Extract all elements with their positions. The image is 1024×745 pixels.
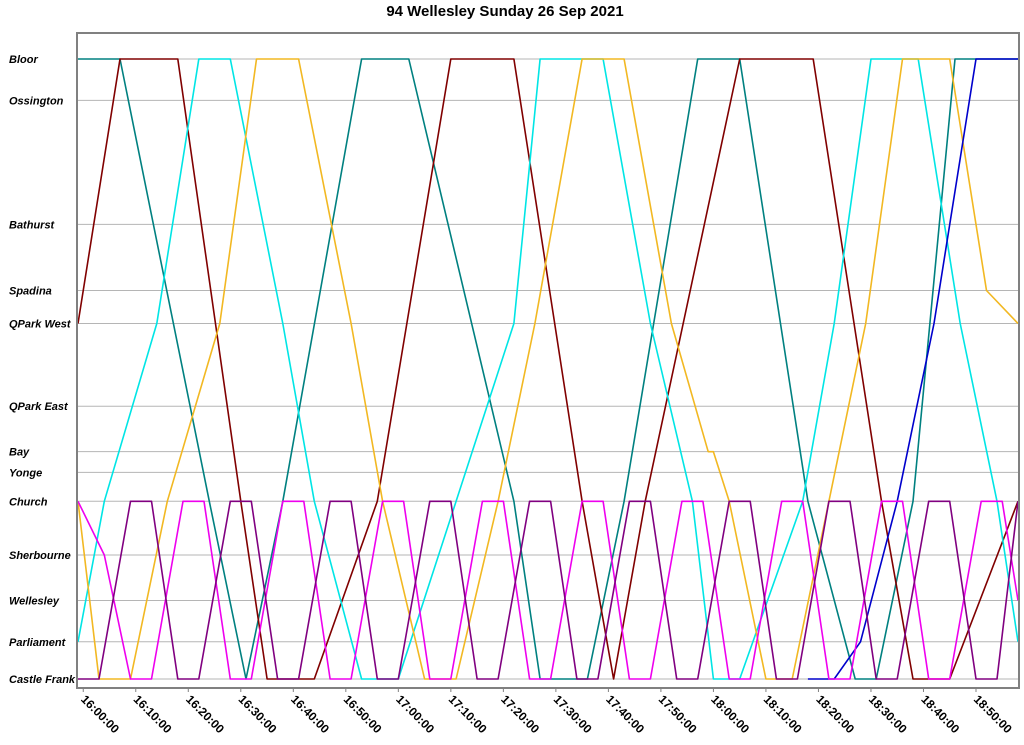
x-tick-label: 17:50:00 <box>656 692 700 736</box>
x-tick-label: 16:10:00 <box>131 692 175 736</box>
x-tick-label: 18:40:00 <box>918 692 962 736</box>
chart-title: 94 Wellesley Sunday 26 Sep 2021 <box>386 3 623 20</box>
x-tick-label: 18:00:00 <box>708 692 752 736</box>
series-line-3 <box>77 58 1019 680</box>
x-tick-label: 17:30:00 <box>551 692 595 736</box>
series-line-6 <box>77 500 1019 680</box>
stop-label-bathurst: Bathurst <box>9 219 56 231</box>
x-tick-label: 18:50:00 <box>971 692 1015 736</box>
stop-label-sherbourne: Sherbourne <box>9 550 71 562</box>
stop-label-bloor: Bloor <box>9 54 38 66</box>
stop-label-qpark-east: QPark East <box>9 401 69 413</box>
x-tick-label: 18:20:00 <box>813 692 857 736</box>
stop-label-castle-frank: Castle Frank <box>9 674 76 686</box>
x-tick-label: 16:30:00 <box>236 692 280 736</box>
series-layer <box>77 58 1019 680</box>
series-line-2 <box>77 58 1019 680</box>
stop-labels: Bloor Ossington Bathurst Spadina QPark West Q… <box>9 54 76 686</box>
series-line-7 <box>78 500 1019 680</box>
series-line-1 <box>78 58 1018 680</box>
x-tick-label: 17:40:00 <box>603 692 647 736</box>
grid-layer <box>78 58 1018 680</box>
plot-frame <box>76 32 1020 689</box>
x-tick-label: 16:00:00 <box>78 692 122 736</box>
stop-label-yonge: Yonge <box>9 467 42 479</box>
stop-label-parliament: Parliament <box>9 637 67 649</box>
stop-label-church: Church <box>9 496 48 508</box>
stop-label-wellesley: Wellesley <box>9 595 60 607</box>
stop-label-spadina: Spadina <box>9 285 52 297</box>
x-tick-label: 18:30:00 <box>866 692 910 736</box>
x-tick-label: 16:20:00 <box>183 692 227 736</box>
x-tick-label: 16:40:00 <box>288 692 332 736</box>
x-tick-label: 17:20:00 <box>498 692 542 736</box>
x-tick-label: 16:50:00 <box>341 692 385 736</box>
x-tick-label: 17:10:00 <box>446 692 490 736</box>
series-line-4 <box>77 58 1019 680</box>
tick-labels: 16:00:00 16:10:00 16:20:00 16:30:00 16:40:00… <box>78 687 1015 736</box>
stop-label-ossington: Ossington <box>9 95 64 107</box>
x-tick-label: 18:10:00 <box>761 692 805 736</box>
x-tick-label: 17:00:00 <box>393 692 437 736</box>
stop-label-qpark-west: QPark West <box>9 319 72 331</box>
stop-label-bay: Bay <box>9 447 30 459</box>
